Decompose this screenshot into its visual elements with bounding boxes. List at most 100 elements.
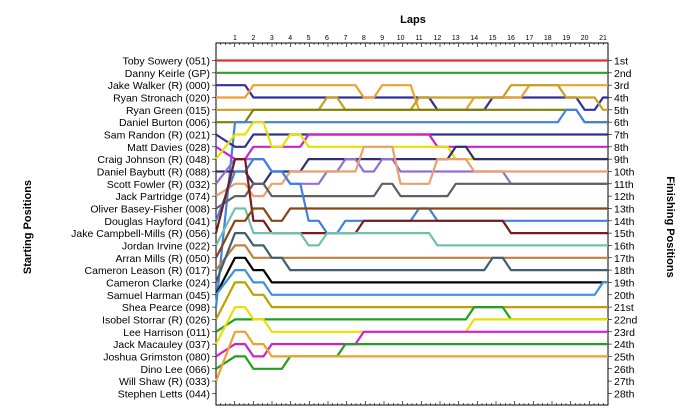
- series-line: [215, 269, 608, 296]
- series-lines: [214, 59, 608, 382]
- lap-tick-label: 14: [470, 35, 478, 42]
- starting-position-label: Will Shaw (R) (033): [119, 376, 210, 388]
- finishing-position-label: 28th: [614, 388, 635, 400]
- series-line: [215, 133, 608, 148]
- starting-position-label: Danny Keirle (GP): [125, 68, 210, 80]
- finishing-position-label: 23rd: [614, 327, 635, 339]
- finishing-position-label: 1st: [614, 56, 628, 68]
- lap-tick-label: 7: [343, 35, 347, 42]
- finishing-position-label: 8th: [614, 142, 629, 154]
- finishing-position-label: 22nd: [614, 314, 638, 326]
- starting-position-label: Oliver Basey-Fisher (008): [90, 203, 210, 215]
- series-line: [215, 330, 608, 358]
- series-line: [215, 343, 608, 370]
- starting-position-label: Jake Walker (R) (000): [108, 80, 210, 92]
- y-axis-title-left: Starting Positions: [22, 180, 34, 274]
- series-line: [214, 330, 608, 382]
- starting-position-labels: Toby Sowery (051)Danny Keirle (GP)Jake W…: [71, 56, 210, 401]
- finishing-position-label: 2nd: [614, 68, 632, 80]
- finishing-position-label: 3rd: [614, 80, 629, 92]
- lap-tick-label: 2: [251, 35, 255, 42]
- lap-tick-labels: 1 2 3 4 5 6 7 8 9 10 11 12 13 14 15 16 17 18 19 20 21: [233, 35, 607, 42]
- finishing-position-label: 16th: [614, 240, 635, 252]
- finishing-position-label: 6th: [614, 117, 629, 129]
- starting-position-label: Ryan Stronach (020): [113, 92, 210, 104]
- starting-position-label: Jack Macauley (037): [113, 339, 210, 351]
- series-line: [214, 158, 608, 235]
- starting-position-label: Toby Sowery (051): [122, 56, 210, 68]
- starting-position-label: Dino Lee (066): [141, 364, 210, 376]
- series-line: [215, 182, 608, 210]
- finishing-position-label: 21st: [614, 302, 634, 314]
- starting-position-label: Jordan Irvine (022): [122, 240, 210, 252]
- y-axis-title-right: Finishing Positions: [664, 176, 676, 277]
- finishing-position-label: 15th: [614, 228, 635, 240]
- finishing-position-label: 17th: [614, 253, 635, 265]
- lap-tick-label: 5: [307, 35, 311, 42]
- lap-tick-label: 18: [544, 35, 552, 42]
- lap-tick-label: 16: [507, 35, 515, 42]
- finishing-position-labels: 1st2nd3rd4th5th6th7th8th9th10th11th12th1…: [614, 56, 638, 401]
- lap-tick-label: 20: [581, 35, 589, 42]
- lap-tick-label: 11: [415, 35, 422, 42]
- series-line: [215, 207, 608, 247]
- finishing-position-label: 25th: [614, 351, 635, 363]
- finishing-position-label: 18th: [614, 265, 635, 277]
- lap-tick-label: 17: [526, 35, 534, 42]
- starting-position-label: Lee Harrison (011): [123, 327, 210, 339]
- series-line: [216, 108, 608, 124]
- starting-position-label: Matt Davies (028): [127, 142, 210, 154]
- starting-position-label: Jake Campbell-Mills (R) (056): [71, 228, 210, 240]
- finishing-position-label: 27th: [614, 376, 635, 388]
- lap-tick-label: 3: [270, 35, 274, 42]
- finishing-position-label: 19th: [614, 277, 635, 289]
- starting-position-label: Samuel Harman (045): [107, 290, 210, 302]
- x-axis-title: Laps: [400, 14, 426, 26]
- starting-position-label: Jack Partridge (074): [115, 191, 210, 203]
- starting-position-label: Stephen Letts (044): [118, 388, 210, 400]
- series-line: [215, 306, 608, 345]
- series-line: [214, 232, 608, 283]
- finishing-position-label: 12th: [614, 191, 635, 203]
- lap-tick-label: 15: [489, 35, 497, 42]
- finishing-position-label: 4th: [614, 92, 629, 104]
- starting-position-label: Joshua Grimston (080): [103, 351, 210, 363]
- lap-tick-label: 19: [562, 35, 570, 42]
- lap-tick-label: 4: [288, 35, 292, 42]
- series-line: [215, 121, 608, 161]
- lap-tick-label: 12: [434, 35, 442, 42]
- finishing-position-label: 20th: [614, 290, 635, 302]
- starting-position-label: Scott Fowler (R) (032): [107, 179, 210, 191]
- starting-position-label: Isobel Storrar (R) (026): [102, 314, 210, 326]
- lap-tick-label: 10: [397, 35, 405, 42]
- finishing-position-label: 9th: [614, 154, 629, 166]
- lap-tick-label: 6: [325, 35, 329, 42]
- series-line: [215, 281, 608, 320]
- series-line: [214, 108, 608, 308]
- finishing-position-label: 24th: [614, 339, 635, 351]
- starting-position-label: Cameron Leason (R) (017): [85, 265, 210, 277]
- series-line: [215, 145, 608, 198]
- starting-position-label: Ryan Green (015): [126, 105, 210, 117]
- starting-position-label: Arran Mills (R) (050): [115, 253, 210, 265]
- lap-tick-label: 8: [362, 35, 366, 42]
- finishing-position-label: 11th: [614, 179, 634, 191]
- plot-frame: [212, 42, 612, 406]
- starting-position-label: Daniel Burton (006): [119, 117, 210, 129]
- series-line: [215, 207, 608, 259]
- lap-tick-label: 1: [233, 35, 237, 42]
- starting-position-label: Shea Pearce (098): [122, 302, 210, 314]
- finishing-position-label: 13th: [614, 203, 635, 215]
- finishing-position-label: 14th: [614, 216, 635, 228]
- series-line: [215, 244, 608, 271]
- starting-position-label: Sam Randon (R) (021): [104, 129, 210, 141]
- series-line: [216, 145, 608, 185]
- finishing-position-label: 10th: [614, 166, 635, 178]
- starting-position-label: Daniel Baybutt (R) (088): [97, 166, 210, 178]
- lap-tick-label: 21: [599, 35, 607, 42]
- series-line: [215, 256, 608, 296]
- starting-position-label: Craig Johnson (R) (048): [97, 154, 210, 166]
- lap-tick-label: 13: [452, 35, 460, 42]
- finishing-position-label: 7th: [614, 129, 629, 141]
